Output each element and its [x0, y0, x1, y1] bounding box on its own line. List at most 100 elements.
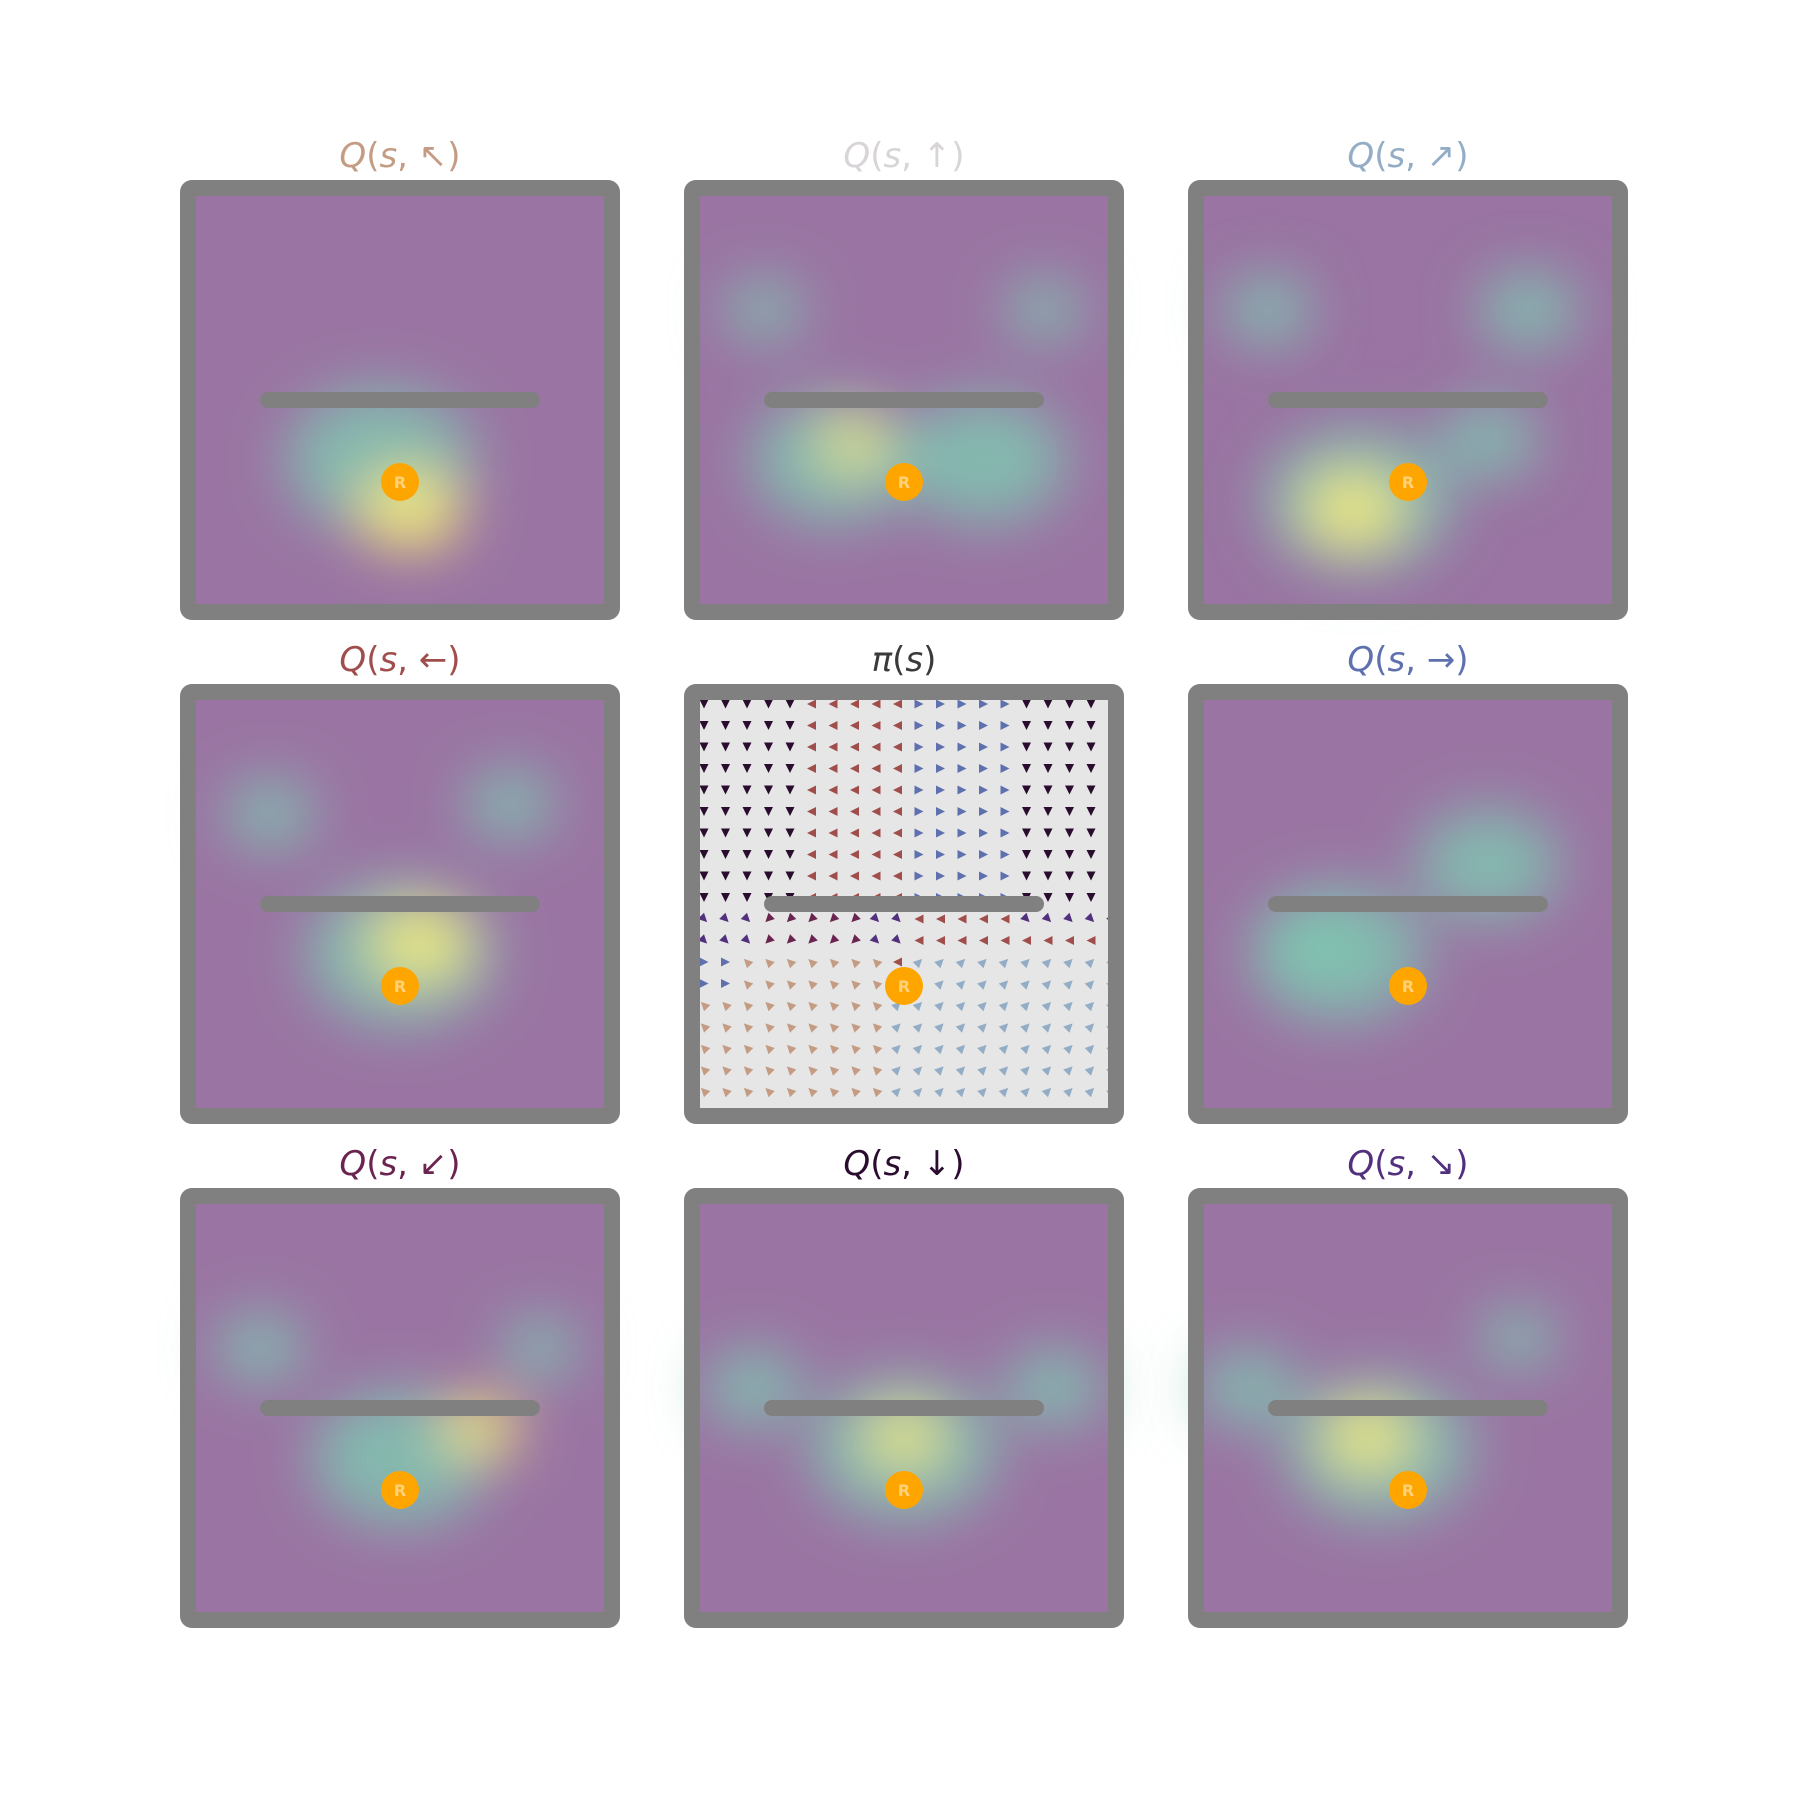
title-q-se: Q(s, ↘): [1347, 1144, 1469, 1184]
policy-arrow: [979, 764, 988, 773]
policy-arrow: [977, 1087, 987, 1098]
title-q-ne: Q(s, ↗): [1347, 136, 1469, 176]
policy-arrow: [872, 1044, 883, 1055]
policy-arrow: [912, 1001, 923, 1012]
policy-arrow: [1043, 764, 1053, 773]
policy-arrow: [957, 807, 967, 816]
heat-region: [1478, 272, 1578, 348]
policy-arrow: [1063, 1087, 1073, 1098]
policy-arrow: [957, 914, 967, 924]
policy-arrow: [1043, 936, 1053, 945]
policy-arrow: [955, 1023, 966, 1033]
policy-arrow: [912, 1023, 923, 1033]
policy-arrow: [1020, 912, 1030, 923]
policy-arrow: [764, 699, 773, 709]
policy-arrow: [700, 1023, 711, 1033]
policy-arrow: [869, 912, 880, 923]
policy-arrow: [1020, 1066, 1030, 1076]
policy-arrow: [851, 934, 861, 944]
policy-arrow: [721, 764, 730, 773]
policy-arrow: [743, 1066, 754, 1076]
policy-arrow: [765, 1087, 775, 1098]
policy-arrow: [1020, 1087, 1030, 1098]
policy-arrow: [979, 871, 988, 881]
title-pi: π(s): [871, 640, 937, 680]
policy-arrow: [1041, 1023, 1052, 1033]
policy-arrow: [979, 699, 988, 709]
policy-arrow: [829, 1087, 840, 1098]
heat-peak: [370, 906, 470, 982]
policy-arrow: [1063, 1023, 1073, 1033]
policy-arrow: [828, 764, 838, 773]
policy-arrow: [721, 850, 730, 859]
policy-arrow: [914, 807, 924, 816]
policy-arrow: [807, 807, 816, 816]
reward-marker: R: [1389, 1471, 1427, 1509]
policy-arrow: [1043, 699, 1053, 709]
policy-arrow: [977, 958, 987, 969]
policy-arrow: [828, 807, 838, 816]
heat-region: [1438, 402, 1538, 478]
policy-arrow: [764, 785, 773, 795]
policy-arrow: [1065, 742, 1074, 752]
policy-arrow: [829, 980, 840, 990]
reward-marker: R: [1389, 463, 1427, 501]
policy-arrow: [719, 912, 729, 923]
policy-arrow: [912, 1066, 923, 1076]
policy-arrow: [1043, 828, 1053, 838]
policy-arrow: [871, 764, 881, 773]
policy-arrow: [977, 980, 987, 990]
policy-arrow: [722, 1044, 732, 1055]
policy-arrow: [742, 850, 752, 859]
policy-arrow: [786, 1001, 797, 1012]
policy-arrow: [872, 1023, 883, 1033]
heat-region: [1005, 280, 1083, 340]
policy-arrow: [700, 1044, 711, 1055]
policy-arrow: [1022, 699, 1031, 709]
policy-arrow: [786, 934, 797, 944]
policy-arrow: [807, 742, 816, 752]
heat-layer: [1250, 809, 1560, 1022]
reward-marker: R: [381, 967, 419, 1005]
policy-arrow: [998, 1044, 1009, 1055]
policy-arrow: [1000, 850, 1010, 859]
policy-arrow: [829, 934, 840, 944]
policy-arrow: [1020, 1023, 1030, 1033]
policy-arrow: [912, 1044, 923, 1055]
policy-arrow: [957, 850, 967, 859]
policy-arrow: [828, 699, 838, 709]
arrow-w-icon: ←: [418, 640, 448, 680]
arrow-e-icon: →: [1426, 640, 1456, 680]
heat-region: [1479, 1308, 1557, 1368]
policy-arrow: [869, 934, 880, 944]
policy-arrow: [808, 1001, 818, 1012]
policy-arrow: [955, 958, 966, 969]
policy-arrow: [955, 980, 966, 990]
policy-arrow: [1065, 828, 1074, 838]
policy-arrow: [828, 871, 838, 881]
policy-arrow: [979, 936, 988, 945]
policy-arrow: [914, 742, 924, 752]
policy-arrow: [1000, 936, 1010, 945]
q-sw-heatmap: R: [180, 1188, 620, 1628]
policy-arrow: [893, 721, 902, 730]
policy-arrow: [1022, 742, 1031, 752]
policy-arrow: [1065, 850, 1074, 859]
policy-arrow: [1065, 893, 1074, 902]
policy-arrow: [1086, 699, 1096, 709]
policy-arrow: [786, 980, 797, 990]
policy-arrow: [1084, 1044, 1095, 1055]
policy-arrow: [785, 828, 795, 838]
policy-arrow: [1000, 871, 1010, 881]
policy-arrow: [807, 699, 816, 709]
policy-arrow: [785, 721, 795, 730]
policy-arrow: [740, 934, 751, 944]
policy-arrow: [872, 958, 883, 969]
q-nw-heatmap: R: [180, 180, 620, 620]
heat-peak: [865, 1408, 943, 1468]
policy-arrow: [722, 1023, 732, 1033]
policy-arrow: [765, 1001, 775, 1012]
policy-arrow: [742, 785, 752, 795]
policy-arrow: [1084, 1023, 1095, 1033]
policy-arrow: [998, 1087, 1009, 1098]
